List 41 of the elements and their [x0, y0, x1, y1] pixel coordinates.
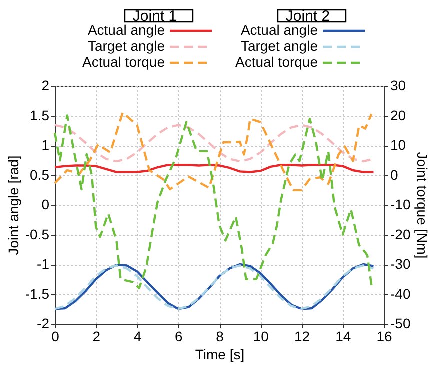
y-tick-label: -0.5	[25, 226, 50, 242]
x-tick-label: 16	[376, 328, 392, 344]
y2-tick-label: 10	[390, 137, 406, 153]
x-tick-label: 4	[134, 328, 142, 344]
legend-label: Actual torque	[82, 54, 166, 70]
text: Joint 2	[286, 8, 330, 25]
x-tick-label: 12	[294, 328, 310, 344]
y2-axis-title: Joint torque [Nm]	[414, 152, 431, 259]
x-tick-label: 0	[52, 328, 60, 344]
text: Joint 1	[132, 8, 178, 25]
legend-label: Target angle	[88, 38, 166, 54]
x-axis-title: Time [s]	[195, 346, 245, 362]
x-tick-label: 2	[92, 328, 101, 344]
y2-tick-label: 20	[390, 107, 406, 124]
x-tick-label: 14	[336, 328, 352, 344]
y2-tick-label: 0	[390, 166, 398, 183]
y-tick-label: -1	[37, 256, 50, 272]
y-tick-label: 0.5	[30, 166, 50, 183]
legend-label: Actual angle	[88, 22, 166, 38]
y-tick-label: 0	[42, 196, 50, 212]
x-tick-label: 10	[253, 328, 270, 344]
y-tick-label: 1	[42, 137, 50, 153]
y2-tick-label: -20	[390, 226, 411, 242]
legend-label: Actual torque	[236, 54, 318, 70]
y2-tick-label: -50	[390, 316, 411, 332]
line-series	[54, 114, 373, 290]
line-series	[54, 112, 373, 192]
x-tick-label: 8	[216, 328, 224, 344]
x-tick-label: 6	[174, 328, 183, 344]
y2-tick-label: -10	[390, 196, 411, 212]
y2-tick-label: -30	[390, 256, 411, 272]
y-tick-label: 1.5	[30, 107, 50, 124]
line-series	[54, 164, 375, 174]
y2-tick-label: -40	[390, 286, 411, 302]
legend-label: Target angle	[240, 38, 318, 54]
y2-tick-label: 30	[390, 78, 406, 94]
y-axis-title: Joint angle [rad]	[5, 156, 22, 256]
legend-label: Actual angle	[240, 22, 318, 38]
y-tick-label: -1.5	[25, 286, 50, 302]
y-tick-label: 2	[42, 78, 50, 94]
y-tick-label: -2	[37, 316, 50, 332]
